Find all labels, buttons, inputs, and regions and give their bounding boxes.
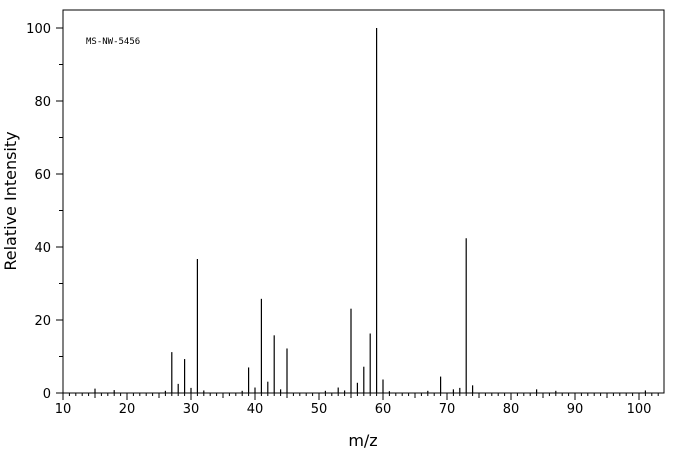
x-minor-ticks [68, 393, 659, 398]
y-tick-label: 40 [34, 241, 51, 256]
spectrum-peaks [94, 28, 647, 393]
x-tick-label: 70 [439, 402, 456, 417]
x-tick-label: 40 [247, 402, 264, 417]
plot-frame [62, 9, 665, 394]
spectrum-id-label: MS-NW-5456 [86, 37, 140, 47]
x-tick-label: 90 [567, 402, 584, 417]
x-tick-label: 60 [375, 402, 392, 417]
x-tick-label: 20 [119, 402, 136, 417]
x-axis-title: m/z [348, 431, 377, 450]
x-major-ticks: 10 20 30 40 50 60 70 80 90 100 [55, 393, 652, 417]
x-tick-label: 30 [183, 402, 200, 417]
x-tick-label: 100 [627, 402, 652, 417]
y-ticks: 0 20 40 60 80 100 [26, 22, 63, 402]
y-tick-label: 0 [43, 387, 51, 402]
y-tick-label: 60 [34, 168, 51, 183]
y-tick-label: 20 [34, 314, 51, 329]
x-tick-label: 50 [311, 402, 328, 417]
y-axis-title: Relative Intensity [1, 131, 20, 270]
y-tick-label: 100 [26, 22, 51, 37]
y-tick-label: 80 [34, 95, 51, 110]
x-tick-label: 10 [55, 402, 72, 417]
x-tick-label: 80 [503, 402, 520, 417]
